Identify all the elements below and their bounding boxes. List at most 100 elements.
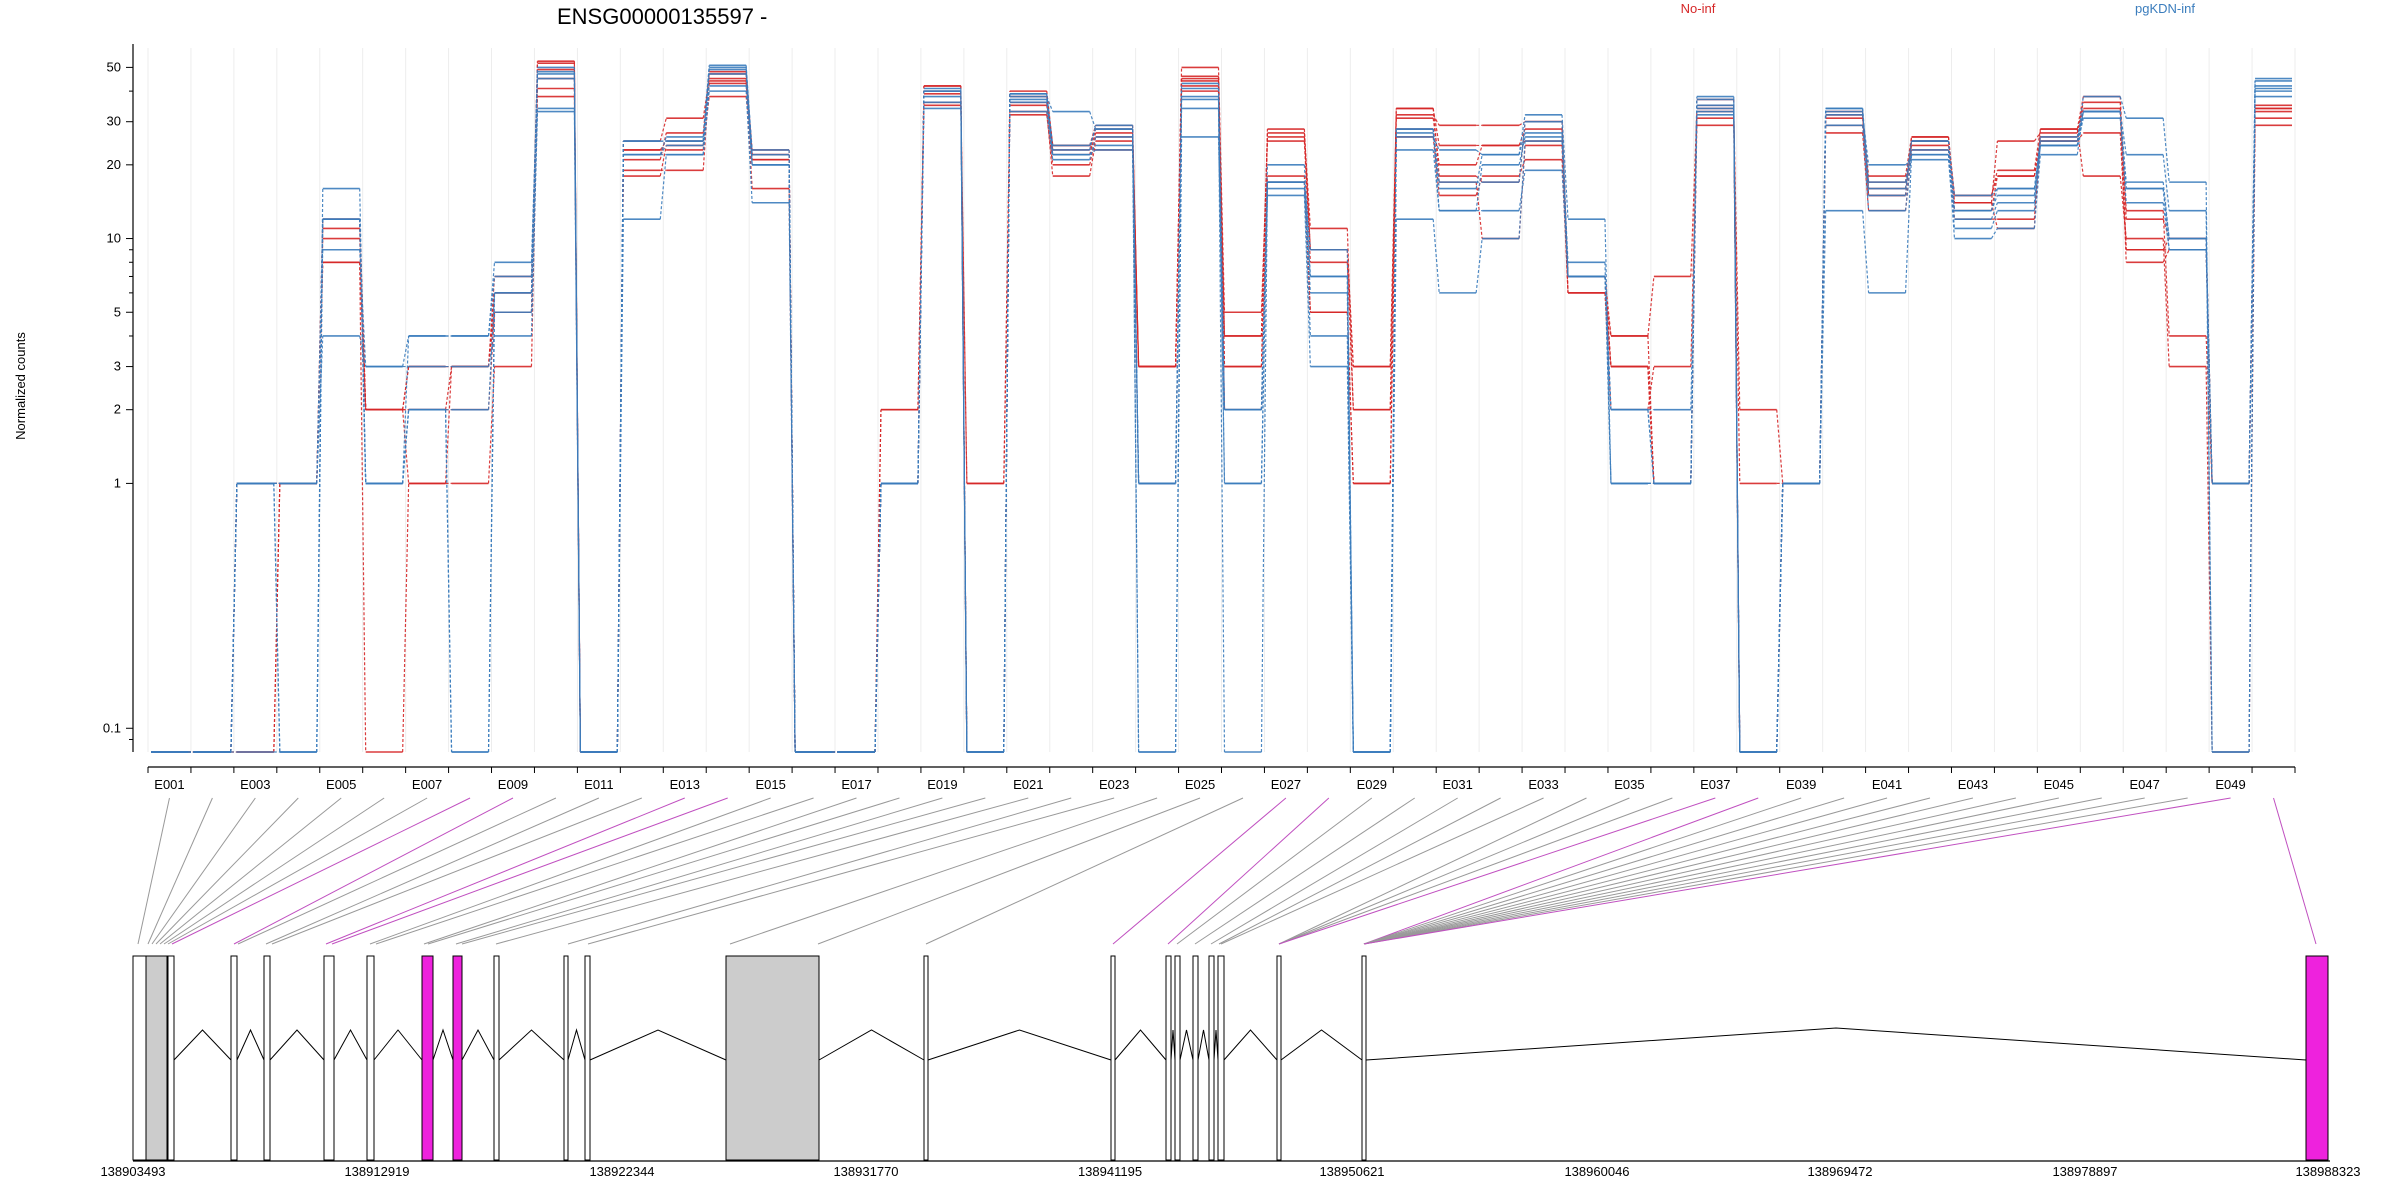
series-connector [1089, 125, 1097, 151]
series-connector [1260, 188, 1269, 484]
intron-line [1223, 1029, 1278, 1061]
series-connector [1260, 176, 1269, 367]
series-connector [487, 292, 496, 753]
y-tick-label: 30 [107, 114, 121, 129]
series-connector [2076, 111, 2084, 138]
exon-connector [1363, 797, 2231, 945]
intron-line [236, 1028, 265, 1061]
exon-connector [1210, 797, 1458, 945]
series-connector [1990, 170, 1999, 196]
series-connector [2162, 210, 2170, 337]
exon-block [563, 955, 569, 1161]
series-connector [1432, 219, 1440, 293]
intron-line [333, 1028, 368, 1061]
series-connector [1475, 145, 1483, 166]
series-connector [1947, 154, 1956, 220]
x-tick-label: E025 [1185, 777, 1215, 792]
series-connector [1260, 182, 1269, 410]
exon-connector [233, 797, 514, 945]
series-connector [1862, 210, 1870, 293]
exon-connector [147, 797, 213, 945]
legend-pgkdn-inf: pgKDN-inf [2135, 1, 2195, 16]
series-connector [659, 154, 667, 220]
exon-connector [1363, 797, 1759, 945]
series-connector [1046, 111, 1054, 160]
series-connector [2076, 96, 2084, 130]
series-connector [960, 102, 968, 484]
series-connector [1089, 111, 1097, 130]
x-tick-label: E033 [1528, 777, 1558, 792]
intron-line [1179, 1029, 1194, 1061]
x-tick-label: E011 [584, 777, 613, 792]
series-connector [1003, 102, 1011, 753]
series-connector [2033, 128, 2041, 171]
series-connector [917, 91, 925, 484]
genomic-coordinate-label: 138912919 [344, 1164, 409, 1179]
x-tick-label: E047 [2130, 777, 2160, 792]
gene-model: 138903493 138912919 138922344 138931770 1389… [100, 955, 2361, 1179]
series-connector [1561, 132, 1569, 277]
series-line [151, 73, 2292, 753]
series-connector [1432, 114, 1440, 126]
exon-block [132, 955, 147, 1161]
series-connector [1089, 128, 1097, 146]
series-connector [1990, 202, 1999, 229]
series-connector [1132, 145, 1140, 753]
series-connector [616, 154, 624, 753]
exon-connector [567, 797, 1072, 945]
series-connector [1346, 249, 1354, 367]
series-connector [1947, 154, 1956, 239]
exon-block [725, 955, 820, 1161]
series-connector [1475, 238, 1483, 293]
series-connector [2076, 128, 2084, 177]
exon-connector [729, 797, 1158, 945]
y-tick-label: 10 [107, 231, 121, 246]
series-connector [1475, 154, 1483, 189]
exon-block [366, 955, 375, 1161]
series-connector [659, 145, 667, 156]
exon-block [421, 955, 434, 1161]
exon-connector [171, 797, 471, 945]
series-connector [1990, 188, 1998, 211]
series-connector [1647, 366, 1655, 410]
genomic-coordinate-label: 138922344 [589, 1164, 654, 1179]
series-connector [1518, 141, 1526, 239]
series-connector [1776, 409, 1784, 484]
x-tick-label: E017 [841, 777, 871, 792]
x-tick-label: E031 [1442, 777, 1472, 792]
series-connector [1862, 125, 1870, 211]
series-connector [2119, 118, 2127, 203]
series-connector [659, 118, 667, 142]
intron-line [173, 1029, 232, 1061]
series-connector [530, 73, 539, 293]
series-connector [1089, 144, 1097, 151]
series-connector [2119, 111, 2127, 263]
exon-block [452, 955, 463, 1161]
series-connector [1518, 121, 1526, 183]
series-connector [2162, 238, 2170, 367]
series-connector [1303, 182, 1311, 250]
exon-connector [817, 797, 1201, 945]
series-connector [745, 91, 753, 203]
series-connector [573, 73, 582, 753]
intron-line [818, 1029, 925, 1061]
exon-connector [159, 797, 342, 945]
exon-connector [1220, 797, 1544, 945]
exon-block [1192, 955, 1199, 1161]
x-tick-label: E041 [1872, 777, 1902, 792]
series-connector [1432, 108, 1440, 177]
series-connector [659, 140, 667, 151]
series-connector [1346, 276, 1354, 753]
x-tick-label: E013 [670, 777, 700, 792]
x-tick-label: E049 [2215, 777, 2245, 792]
series-connector [1733, 96, 1741, 753]
exon-connector [495, 797, 1029, 945]
exon-connector [137, 797, 170, 945]
series-connector [1303, 182, 1311, 337]
series-connector [1862, 108, 1870, 196]
series-connector [444, 366, 453, 484]
series-connector [2162, 118, 2170, 183]
series-connector [487, 312, 496, 367]
series-connector [2162, 188, 2170, 239]
